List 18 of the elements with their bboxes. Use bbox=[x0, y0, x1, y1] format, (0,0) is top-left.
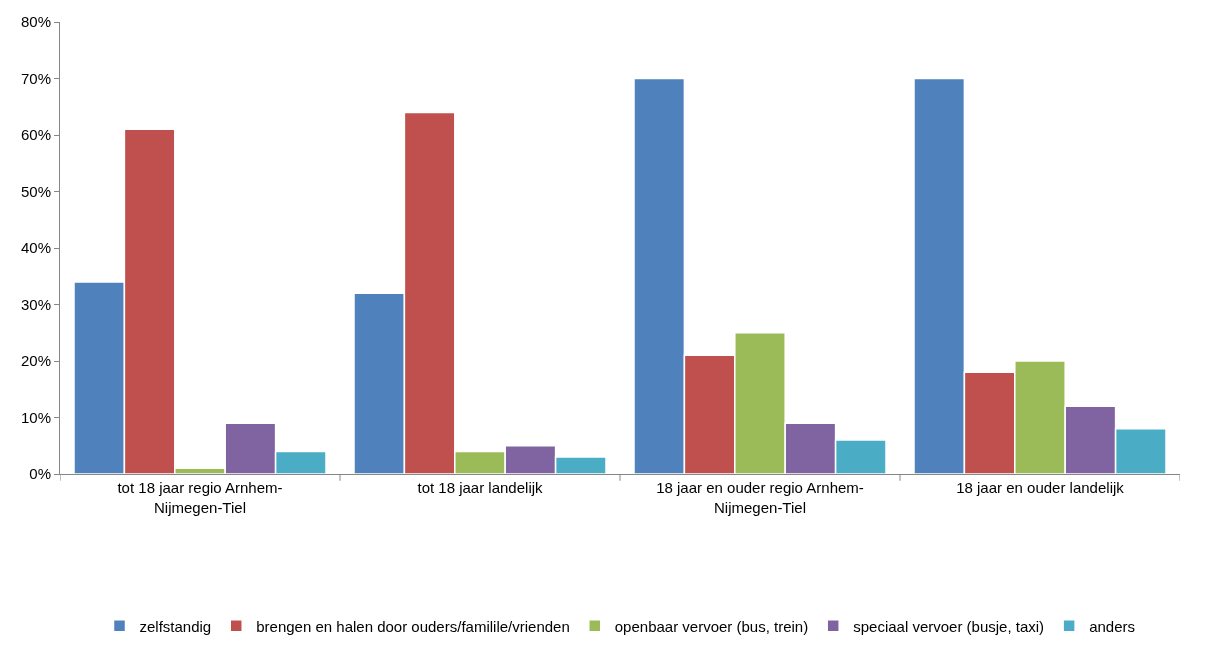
y-tick-label: 30% bbox=[20, 295, 51, 313]
legend-label: zelfstandig bbox=[139, 617, 212, 635]
y-tick-label: 50% bbox=[20, 182, 51, 200]
legend-label: anders bbox=[1089, 617, 1135, 635]
legend-label: speciaal vervoer (busje, taxi) bbox=[853, 617, 1045, 635]
y-tick-label: 80% bbox=[20, 13, 51, 31]
legend-label: openbaar vervoer (bus, trein) bbox=[614, 617, 809, 635]
x-tick-label: 18 jaar en ouder regio Arnhem- Nijmegen-Tiel bbox=[656, 479, 864, 516]
x-tick-label: tot 18 jaar landelijk bbox=[417, 479, 544, 496]
legend-label: brengen en halen door ouders/familile/vrienden bbox=[256, 617, 570, 635]
x-tick-label: 18 jaar en ouder landelijk bbox=[956, 479, 1125, 496]
y-tick-label: 10% bbox=[20, 408, 51, 426]
y-tick-label: 0% bbox=[29, 465, 51, 483]
x-tick-label: tot 18 jaar regio Arnhem- Nijmegen-Tiel bbox=[117, 479, 283, 516]
y-tick-label: 40% bbox=[20, 239, 51, 257]
y-tick-label: 60% bbox=[20, 126, 51, 144]
y-tick-label: 70% bbox=[20, 69, 51, 87]
y-tick-label: 20% bbox=[20, 352, 51, 370]
